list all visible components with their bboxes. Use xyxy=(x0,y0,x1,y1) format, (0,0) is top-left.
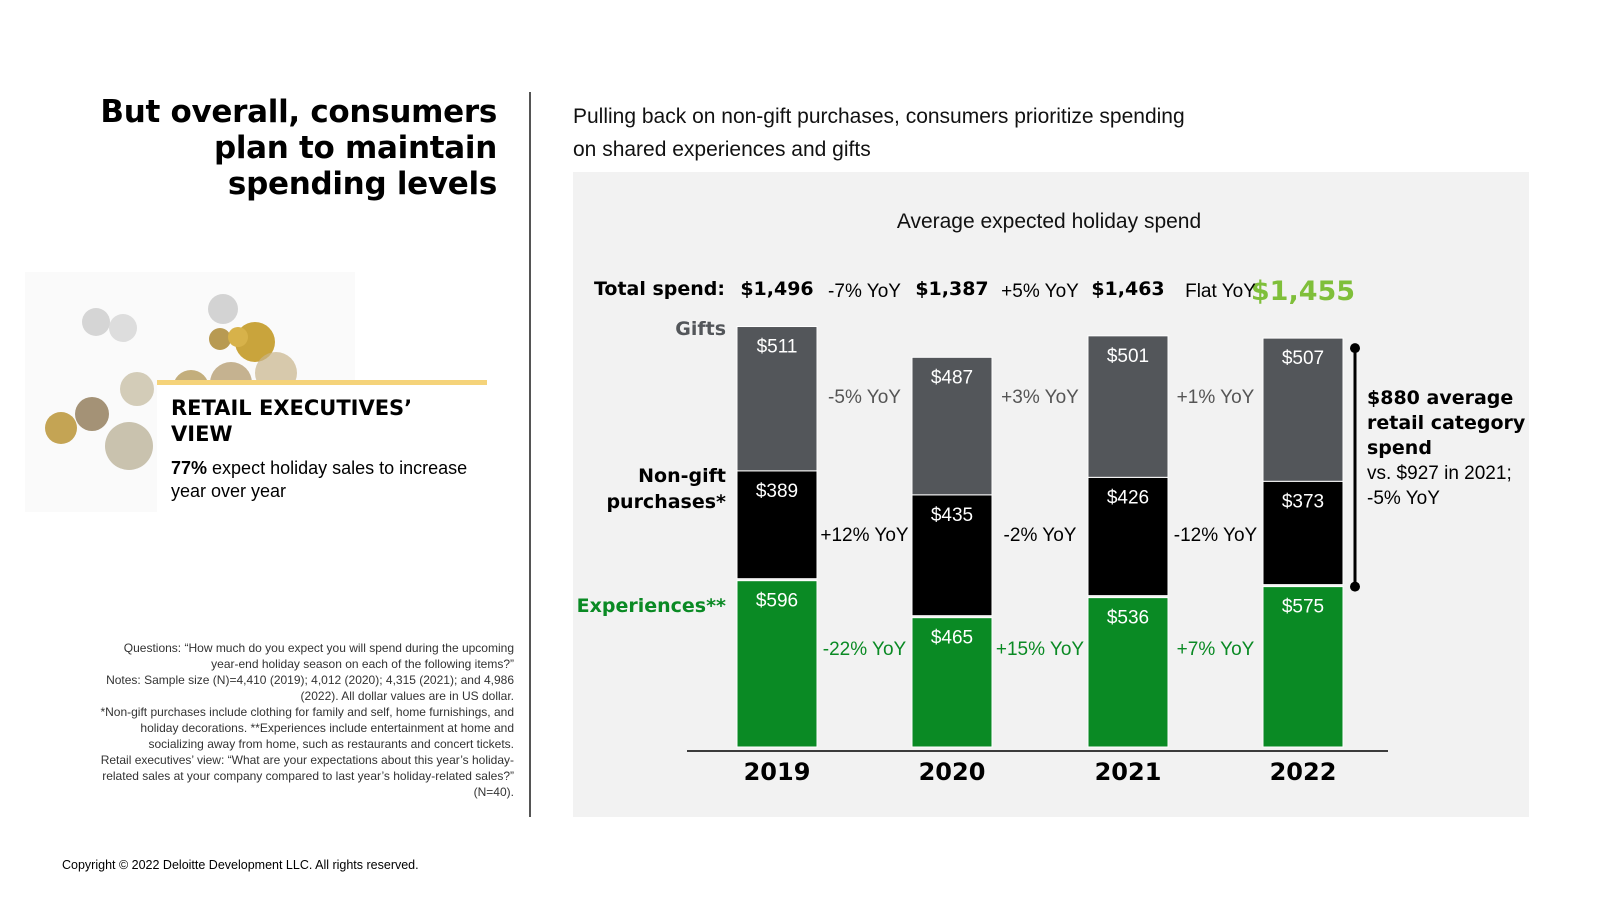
bar-nongift-2019 xyxy=(736,470,818,580)
note-definitions: *Non-gift purchases include clothing for… xyxy=(100,705,514,751)
note-retail-view: Retail executives’ view: “What are your … xyxy=(100,753,514,799)
bar-label-experiences-2019: $596 xyxy=(756,591,798,612)
vertical-divider xyxy=(529,92,531,817)
bar-nongift-2022 xyxy=(1262,480,1344,586)
bar-experiences-2020 xyxy=(911,617,993,748)
bar-experiences-2022 xyxy=(1262,586,1344,748)
yoy-gifts-1: -5% YoY xyxy=(828,387,901,408)
note-questions: Questions: “How much do you expect you w… xyxy=(123,641,514,671)
legend-nongift-line2: purchases* xyxy=(606,491,726,513)
retail-bracket-dot-bottom xyxy=(1350,581,1360,592)
bar-label-nongift-2022: $373 xyxy=(1282,491,1324,512)
copyright: Copyright © 2022 Deloitte Development LL… xyxy=(62,858,419,872)
bar-label-nongift-2021: $426 xyxy=(1107,487,1149,508)
bar-nongift-2021 xyxy=(1087,476,1169,597)
footnotes: Questions: “How much do you expect you w… xyxy=(96,640,514,800)
x-tick-label-2022: 2022 xyxy=(1270,758,1337,786)
x-tick-label-2021: 2021 xyxy=(1095,758,1162,786)
yoy-nongift-2: -2% YoY xyxy=(1004,525,1077,546)
retail-bracket-dot-top xyxy=(1350,343,1360,354)
total-label-2021: $1,463 xyxy=(1091,278,1164,300)
yoy-gifts-2: +3% YoY xyxy=(1001,387,1079,408)
x-tick-label-2019: 2019 xyxy=(744,758,811,786)
total-yoy-label-3: Flat YoY xyxy=(1185,281,1256,302)
legend-gifts: Gifts xyxy=(675,318,726,340)
annotation-text-line-1: vs. $927 in 2021; xyxy=(1367,463,1512,484)
bar-gifts-2021 xyxy=(1087,335,1169,478)
bar-experiences-2019 xyxy=(736,580,818,748)
bar-gifts-2020 xyxy=(911,356,993,496)
bar-label-experiences-2022: $575 xyxy=(1282,597,1324,618)
bar-nongift-2020 xyxy=(911,494,993,617)
yoy-nongift-1: +12% YoY xyxy=(820,525,909,546)
bar-label-gifts-2019: $511 xyxy=(757,337,798,358)
retail-view-accent-bar xyxy=(157,380,487,385)
bar-label-experiences-2020: $465 xyxy=(931,628,973,649)
total-label-2020: $1,387 xyxy=(915,278,988,300)
bar-gifts-2019 xyxy=(736,326,818,472)
bar-experiences-2021 xyxy=(1087,597,1169,748)
legend-nongift-line1: Non-gift xyxy=(638,465,726,487)
annotation-bold-line-2: retail category xyxy=(1367,412,1526,434)
note-sample: Notes: Sample size (N)=4,410 (2019); 4,0… xyxy=(106,673,514,703)
retail-view-text: 77% expect holiday sales to increase yea… xyxy=(171,457,473,503)
bar-label-nongift-2019: $389 xyxy=(756,481,798,502)
retail-view-card: RETAIL EXECUTIVES’ VIEW 77% expect holid… xyxy=(157,385,487,535)
yoy-gifts-3: +1% YoY xyxy=(1177,387,1255,408)
retail-view-stat: 77% xyxy=(171,458,208,478)
yoy-experiences-3: +7% YoY xyxy=(1177,639,1255,660)
total-label-2022: $1,455 xyxy=(1251,276,1355,307)
x-tick-label-2020: 2020 xyxy=(919,758,986,786)
total-yoy-label-1: -7% YoY xyxy=(828,281,901,302)
annotation-bold-line-1: $880 average xyxy=(1367,387,1513,409)
chart-panel: Average expected holiday spend $596 $389 $5… xyxy=(573,172,1529,817)
legend-experiences: Experiences** xyxy=(577,595,726,617)
retail-view-description: expect holiday sales to increase year ov… xyxy=(171,458,468,501)
total-label-2019: $1,496 xyxy=(740,278,813,300)
chart-subtitle: Pulling back on non-gift purchases, cons… xyxy=(573,105,1185,161)
chart-title: Average expected holiday spend xyxy=(897,210,1201,233)
annotation-text-line-2: -5% YoY xyxy=(1367,488,1440,509)
total-spend-label: Total spend: xyxy=(594,278,725,300)
page-title: But overall, consumers plan to maintain … xyxy=(100,94,497,202)
retail-view-title: RETAIL EXECUTIVES’ VIEW xyxy=(171,396,413,446)
stacked-bar-chart: Average expected holiday spend $596 $389 $5… xyxy=(577,210,1526,786)
yoy-experiences-2: +15% YoY xyxy=(996,639,1085,660)
bar-gifts-2022 xyxy=(1262,337,1344,482)
total-yoy-label-2: +5% YoY xyxy=(1001,281,1079,302)
yoy-nongift-3: -12% YoY xyxy=(1174,525,1258,546)
bar-label-experiences-2021: $536 xyxy=(1107,608,1149,629)
annotation-bold-line-3: spend xyxy=(1367,437,1432,459)
bar-label-gifts-2021: $501 xyxy=(1107,346,1149,367)
bar-label-gifts-2022: $507 xyxy=(1282,348,1324,369)
bar-label-nongift-2020: $435 xyxy=(931,505,973,526)
bar-label-gifts-2020: $487 xyxy=(931,367,973,388)
yoy-experiences-1: -22% YoY xyxy=(823,639,907,660)
